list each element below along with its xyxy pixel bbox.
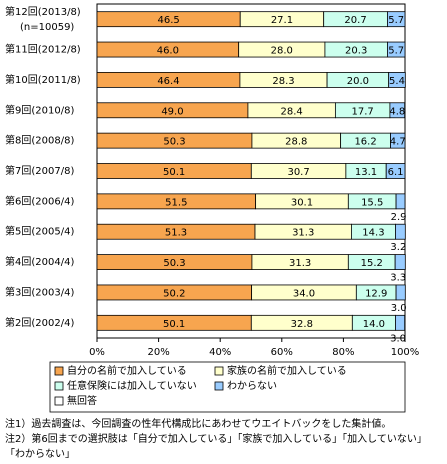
- category-label: 第2回(2002/4): [5, 316, 74, 329]
- bar-segment: [389, 102, 406, 119]
- category-note: (n=10059): [20, 22, 74, 33]
- data-label: 3.0: [390, 333, 406, 344]
- data-label: 20.0: [347, 76, 369, 87]
- data-label: 13.1: [355, 167, 377, 178]
- data-label: 14.3: [362, 228, 384, 239]
- legend-label: わからない: [227, 380, 277, 392]
- data-label: 28.8: [285, 137, 307, 148]
- data-label: 28.3: [272, 76, 294, 87]
- bar-segment: [387, 41, 406, 58]
- category-label: 第6回(2006/4): [5, 194, 74, 207]
- data-label: 28.4: [281, 106, 303, 117]
- data-label: 31.3: [289, 258, 311, 269]
- data-label: 20.7: [344, 15, 366, 26]
- data-label: 3.0: [391, 303, 407, 314]
- data-label: 20.3: [345, 46, 367, 57]
- data-label: 27.1: [271, 15, 293, 26]
- data-label: 17.7: [352, 106, 374, 117]
- x-tick-label: 80%: [332, 347, 354, 358]
- note: 注2）第6回までの選択肢は「自分で加入している」「家族で加入している」「加入して…: [5, 432, 427, 445]
- category-label: 第4回(2004/4): [5, 255, 74, 268]
- data-label: 12.9: [365, 288, 387, 299]
- legend-swatch: [54, 381, 64, 391]
- bar-segment: [387, 11, 406, 28]
- data-label: 28.0: [271, 46, 293, 57]
- data-label: 5.7: [388, 15, 404, 26]
- data-label: 6.1: [388, 167, 404, 178]
- category-label: 第8回(2008/8): [5, 134, 74, 147]
- bar-segment: [395, 314, 406, 331]
- note: 注1）過去調査は、今回調査の性年代構成比にあわせてウエイトバックをした集計値。: [5, 417, 391, 430]
- x-tick-label: 100%: [391, 347, 420, 358]
- category-label: 第3回(2003/4): [5, 285, 74, 298]
- data-label: 50.1: [163, 167, 185, 178]
- bar-segment: [395, 223, 406, 240]
- note: 「わからない」: [5, 448, 75, 460]
- data-label: 50.2: [163, 288, 185, 299]
- data-label: 50.3: [163, 258, 185, 269]
- category-label: 第12回(2013/8): [5, 5, 81, 18]
- category-label: 第7回(2007/8): [5, 164, 74, 177]
- data-label: 30.1: [291, 197, 313, 208]
- legend-label: 家族の名前で加入している: [227, 364, 347, 377]
- data-label: 15.2: [361, 258, 383, 269]
- bar-segment: [388, 72, 406, 88]
- legend-frame: [49, 361, 406, 413]
- data-label: 5.7: [388, 46, 404, 57]
- data-label: 46.0: [157, 46, 179, 57]
- data-label: 14.0: [363, 319, 385, 330]
- data-label: 4.8: [389, 106, 405, 117]
- data-label: 15.5: [361, 197, 383, 208]
- data-label: 16.2: [354, 137, 376, 148]
- data-label: 51.3: [165, 228, 187, 239]
- legend-label: 無回答: [67, 394, 97, 407]
- x-tick-label: 20%: [147, 347, 169, 358]
- data-label: 32.8: [291, 319, 313, 330]
- data-label: 49.0: [161, 106, 183, 117]
- data-label: 3.2: [390, 242, 406, 253]
- category-label: 第5回(2005/4): [5, 225, 74, 238]
- data-label: 34.0: [293, 288, 315, 299]
- data-label: 30.7: [287, 167, 309, 178]
- data-label: 5.4: [389, 76, 405, 87]
- x-tick-label: 40%: [209, 347, 231, 358]
- data-label: 31.3: [292, 228, 314, 239]
- data-label: 51.5: [165, 197, 187, 208]
- x-tick-label: 60%: [271, 347, 293, 358]
- legend-swatch: [214, 366, 224, 376]
- data-label: 46.4: [157, 76, 179, 87]
- data-label: 50.3: [163, 137, 185, 148]
- bar-segment: [390, 132, 406, 149]
- bar-segment: [395, 284, 406, 301]
- category-label: 第11回(2012/8): [5, 43, 81, 56]
- legend-swatch: [214, 381, 224, 391]
- legend-swatch: [54, 396, 64, 406]
- category-label: 第10回(2011/8): [5, 73, 81, 86]
- data-label: 3.3: [390, 273, 406, 284]
- data-label: 2.9: [391, 212, 407, 223]
- legend-swatch: [54, 366, 64, 376]
- bar-segment: [394, 254, 406, 270]
- x-tick-label: 0%: [89, 347, 105, 358]
- data-label: 50.1: [163, 319, 185, 330]
- legend-label: 自分の名前で加入している: [67, 364, 187, 377]
- bar-segment: [395, 193, 406, 210]
- category-label: 第9回(2010/8): [5, 103, 74, 116]
- data-label: 46.5: [157, 15, 179, 26]
- bar-segment: [385, 163, 406, 179]
- data-label: 4.7: [390, 137, 406, 148]
- legend-label: 任意保険には加入していない: [67, 379, 197, 392]
